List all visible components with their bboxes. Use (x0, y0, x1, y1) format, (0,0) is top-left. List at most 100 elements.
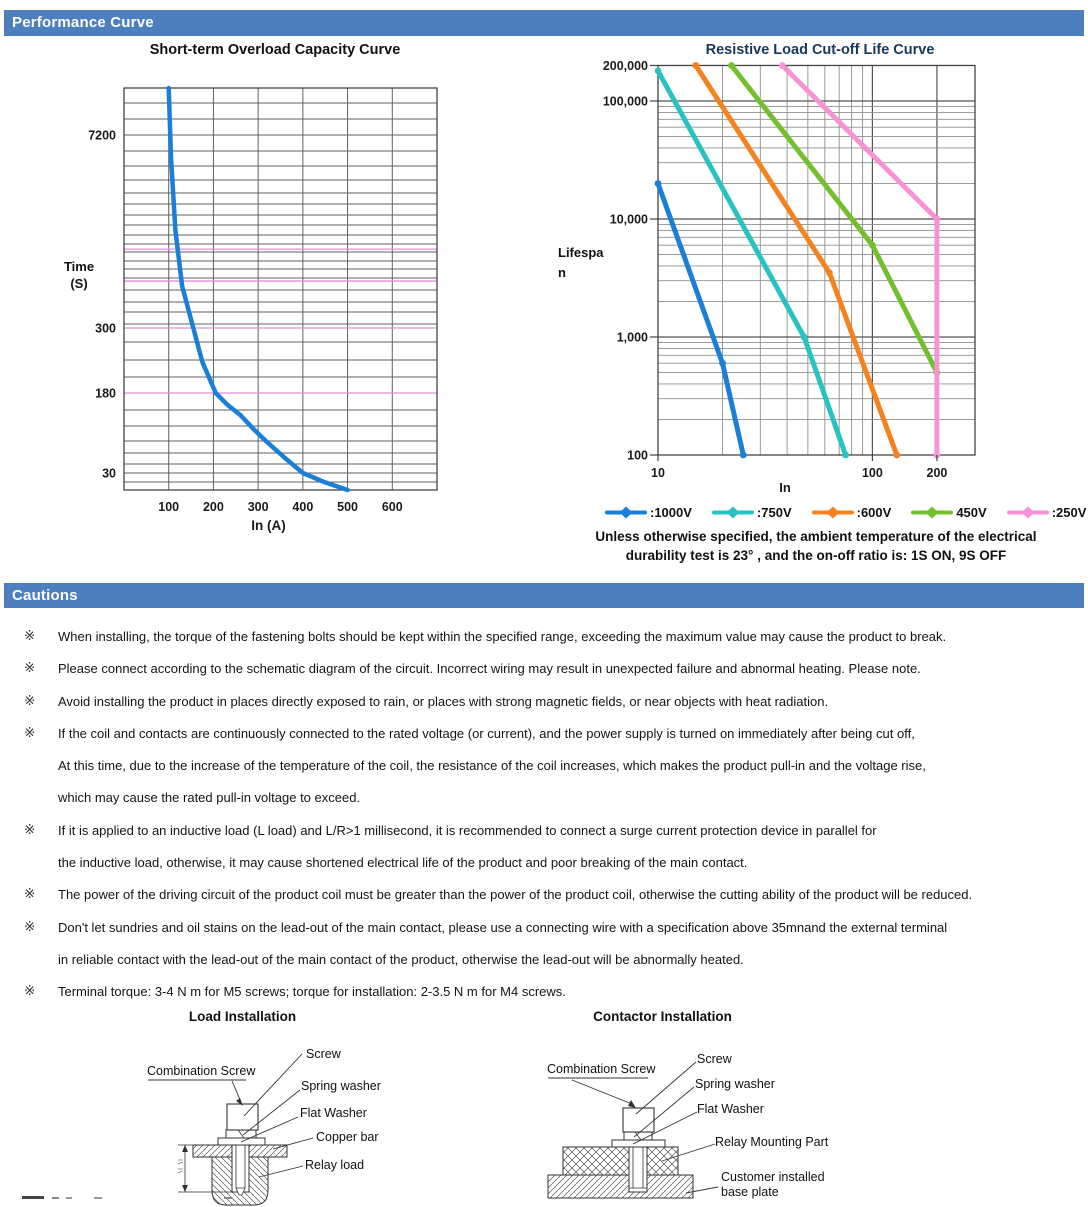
legend-label: :600V (856, 504, 892, 520)
caution-text: Avoid installing the product in places d… (58, 693, 829, 709)
clipped-text-fragment (52, 1197, 59, 1199)
test-condition-note: Unless otherwise specified, the ambient … (595, 529, 1037, 563)
svg-text:400: 400 (292, 500, 313, 514)
reference-mark-icon: ※ (24, 660, 36, 677)
svg-text:100: 100 (158, 500, 179, 514)
screw-leader-line (243, 1053, 303, 1117)
caution-text: If it is applied to an inductive load (L… (58, 822, 877, 838)
svg-text:10,000: 10,000 (610, 213, 648, 227)
load-flat-washer-label: Flat Washer (300, 1106, 367, 1120)
clipped-text-fragment (224, 1197, 232, 1199)
legend-marker-icon (1006, 506, 1049, 518)
cautions-section-header: Cautions (4, 583, 1084, 608)
load-spring-washer-label: Spring washer (301, 1079, 381, 1093)
clipped-text-fragment (22, 1196, 44, 1199)
legend-marker-icon (605, 506, 647, 518)
legend-marker-icon (811, 506, 854, 518)
reference-mark-icon: ※ (24, 821, 36, 838)
contactor-customer-base-plate-label: Customer installed base plate (721, 1170, 825, 1199)
load-relay-load-label: Relay load (305, 1158, 365, 1172)
caution-item: ※ Please connect according to the schemat… (0, 661, 1088, 693)
contactor-spring-washer-label: Spring washer (695, 1077, 775, 1091)
legend-item-450V: 450V (911, 504, 987, 520)
overload-capacity-chart: 7200 300 180 30 100 200 300 400 500 600 In (A) (88, 85, 438, 533)
reference-mark-icon: ※ (24, 886, 36, 903)
load-copper-bar-label: Copper bar (316, 1130, 379, 1144)
caution-item: ※ If it is applied to an inductive load (… (0, 821, 1088, 855)
caution-item-continuation: the inductive load, otherwise, it may ca… (0, 855, 1088, 887)
caution-text: the inductive load, otherwise, it may ca… (58, 855, 748, 871)
svg-text:In (A): In (A) (251, 518, 286, 533)
svg-text:200: 200 (927, 466, 948, 480)
svg-text:180: 180 (95, 387, 116, 401)
base-plate-leader-line (685, 1186, 719, 1194)
relay-load-leader-line (258, 1165, 304, 1178)
svg-text:7200: 7200 (88, 129, 116, 143)
caution-text: which may cause the rated pull-in voltag… (58, 790, 361, 806)
cautions-list: ※ When installing, the torque of the fast… (0, 629, 1088, 1017)
contactor-installation-diagram (547, 1061, 719, 1199)
svg-text:In: In (779, 480, 791, 495)
legend-label: :750V (756, 504, 792, 520)
svg-text:100: 100 (862, 466, 883, 480)
caution-item-continuation: in reliable contact with the lead-out of… (0, 952, 1088, 984)
caution-item: ※ Avoid installing the product in places … (0, 692, 1088, 726)
contactor-combination-screw-label: Combination Screw (547, 1062, 656, 1076)
caution-item: ※ The power of the driving circuit of the… (0, 887, 1088, 919)
caution-text: in reliable contact with the lead-out of… (58, 951, 744, 967)
caution-text: Terminal torque: 3-4 N m for M5 screws; … (58, 984, 566, 1000)
svg-text:100: 100 (627, 449, 648, 463)
chart1-y-axis-label: Time (S) (63, 259, 95, 291)
caution-text: Don't let sundries and oil stains on the… (58, 919, 948, 935)
relay-mounting-leader-line (661, 1143, 716, 1162)
svg-text:600: 600 (382, 500, 403, 514)
svg-text:200,000: 200,000 (603, 59, 648, 73)
load-combination-screw-label: Combination Screw (147, 1064, 256, 1078)
chart1-title: Short-term Overload Capacity Curve (149, 42, 401, 58)
svg-text:500: 500 (337, 500, 358, 514)
copper-bar-leader-line (272, 1137, 314, 1150)
performance-section-header: Performance Curve (4, 10, 1084, 36)
chart2-y-axis-label: Lifespan (558, 245, 604, 280)
caution-item-continuation: which may cause the rated pull-in voltag… (0, 790, 1088, 822)
reference-mark-icon: ※ (24, 692, 36, 709)
reference-mark-icon: ※ (24, 724, 36, 741)
caution-text: The power of the driving circuit of the … (58, 887, 973, 903)
svg-text:300: 300 (95, 322, 116, 336)
reference-mark-icon: ※ (24, 628, 36, 644)
contactor-screw-label: Screw (697, 1052, 732, 1066)
performance-section-title: Performance Curve (12, 14, 154, 31)
legend-label: :250V (1051, 504, 1087, 520)
legend-label: 450V (956, 504, 987, 520)
reference-mark-icon: ※ (24, 983, 36, 1000)
legend-marker-icon (911, 506, 954, 518)
load-screw-label: Screw (306, 1047, 341, 1061)
load-installation-diagram (148, 1053, 314, 1206)
flat-washer-leader-line (632, 1111, 698, 1145)
legend-item-750V: :750V (711, 504, 792, 520)
legend-label: :1000V (650, 504, 692, 520)
svg-text:30: 30 (102, 467, 116, 481)
legend-item-1000V: :1000V (605, 504, 692, 520)
clipped-text-fragment (94, 1197, 102, 1199)
contactor-relay-mounting-part-label: Relay Mounting Part (715, 1135, 829, 1149)
caution-item-continuation: At this time, due to the increase of the… (0, 758, 1088, 790)
svg-text:10: 10 (651, 466, 665, 480)
chart2-title: Resistive Load Cut-off Life Curve (705, 42, 935, 58)
caution-item: ※ Terminal torque: 3-4 N m for M5 screws;… (0, 984, 1088, 1016)
spring-washer-leader-line (242, 1089, 301, 1136)
svg-text:200: 200 (203, 500, 224, 514)
svg-text:100,000: 100,000 (603, 95, 648, 109)
caution-item: ※ When installing, the torque of the fast… (0, 629, 1088, 661)
chart2-legend: :1000V :750V :600V 450V :250V (605, 501, 1086, 523)
legend-item-250V: :250V (1006, 504, 1087, 520)
contactor-flat-washer-label: Flat Washer (697, 1102, 764, 1116)
caution-text: Please connect according to the schemati… (58, 661, 921, 677)
legend-marker-icon (711, 506, 754, 518)
legend-item-600V: :600V (811, 504, 892, 520)
svg-text:1,000: 1,000 (617, 331, 648, 345)
screw-leader-line (635, 1061, 697, 1115)
cautions-section-title: Cautions (12, 587, 78, 604)
